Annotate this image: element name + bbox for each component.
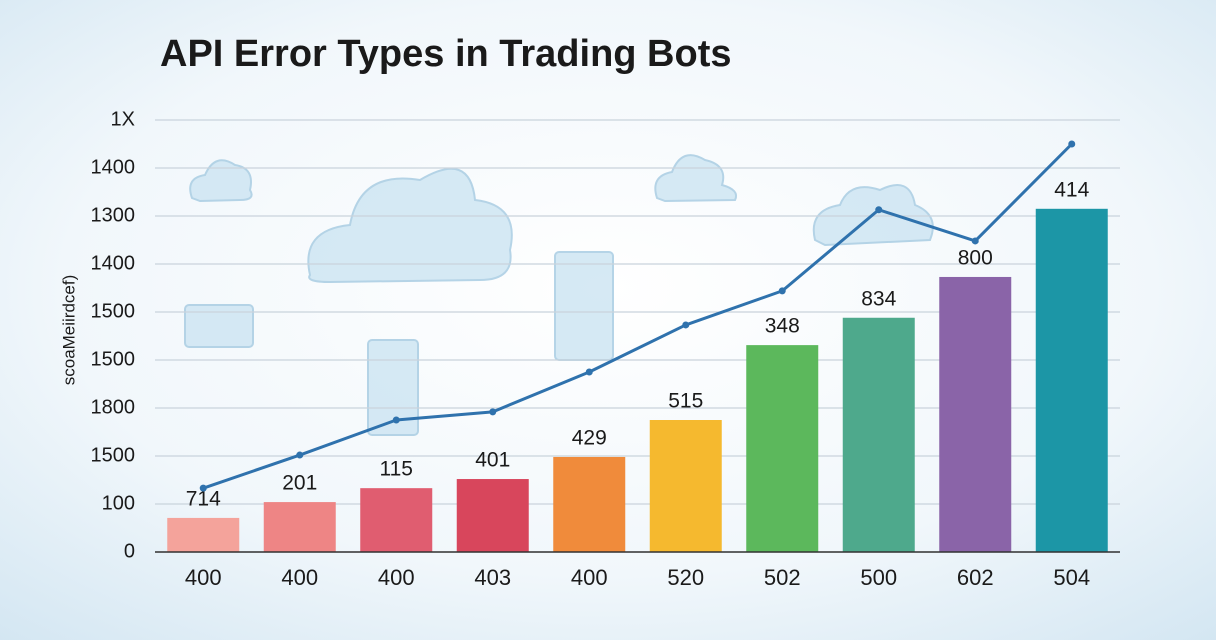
trend-point (778, 287, 786, 295)
x-tick-label: 400 (185, 565, 222, 590)
trend-point (585, 368, 593, 376)
bar-annotation: 800 (958, 247, 993, 270)
x-tick-label: 520 (667, 565, 704, 590)
y-tick-label: 1800 (91, 396, 136, 418)
x-tick-label: 400 (281, 565, 318, 590)
bar-annotation: 414 (1054, 178, 1089, 201)
y-tick-label: 1500 (91, 348, 136, 370)
x-tick-label: 502 (764, 565, 801, 590)
y-tick-label: 1X (111, 108, 135, 130)
trend-point (296, 451, 304, 459)
trend-point (489, 408, 497, 416)
y-tick-label: 1400 (91, 156, 136, 178)
bar (746, 345, 819, 552)
y-tick-label: 1500 (91, 300, 136, 322)
trend-point (392, 416, 400, 424)
trend-point (1068, 140, 1076, 148)
bar (649, 420, 722, 552)
y-tick-label: 100 (102, 492, 135, 514)
bar (553, 456, 626, 552)
y-tick-label: 1500 (91, 444, 136, 466)
trend-point (875, 206, 883, 214)
bar-annotation: 401 (475, 449, 510, 472)
bar (1035, 208, 1108, 553)
x-tick-label: 602 (957, 565, 994, 590)
trend-line (202, 142, 1073, 490)
bar (939, 276, 1012, 552)
bar-annotation: 834 (861, 287, 896, 310)
x-tick-label: 400 (571, 565, 608, 590)
x-tick-label: 500 (860, 565, 897, 590)
bar-annotation: 714 (186, 487, 221, 510)
x-tick-label: 504 (1053, 565, 1090, 590)
x-tick-label: 403 (474, 565, 511, 590)
y-tick-label: 0 (124, 540, 135, 562)
decor-clouds (184, 154, 934, 436)
y-tick-label: 1300 (91, 204, 136, 226)
bar-annotation: 201 (282, 472, 317, 495)
bar-annotation: 115 (380, 458, 413, 481)
x-tick-label: 400 (378, 565, 415, 590)
bar (456, 479, 529, 552)
y-axis-label: scoaMeiirdcef) (59, 275, 78, 386)
trend-point (682, 321, 690, 329)
bar (167, 517, 240, 552)
bar-annotation: 515 (668, 390, 703, 413)
bar (360, 488, 433, 552)
bar (263, 502, 336, 552)
bar (842, 317, 915, 552)
y-tick-label: 1400 (91, 252, 136, 274)
trend-point (971, 237, 979, 245)
trend-point (199, 484, 207, 492)
bar-annotation: 429 (572, 427, 607, 450)
bar-annotation: 348 (765, 315, 800, 338)
chart-title: API Error Types in Trading Bots (160, 33, 732, 75)
